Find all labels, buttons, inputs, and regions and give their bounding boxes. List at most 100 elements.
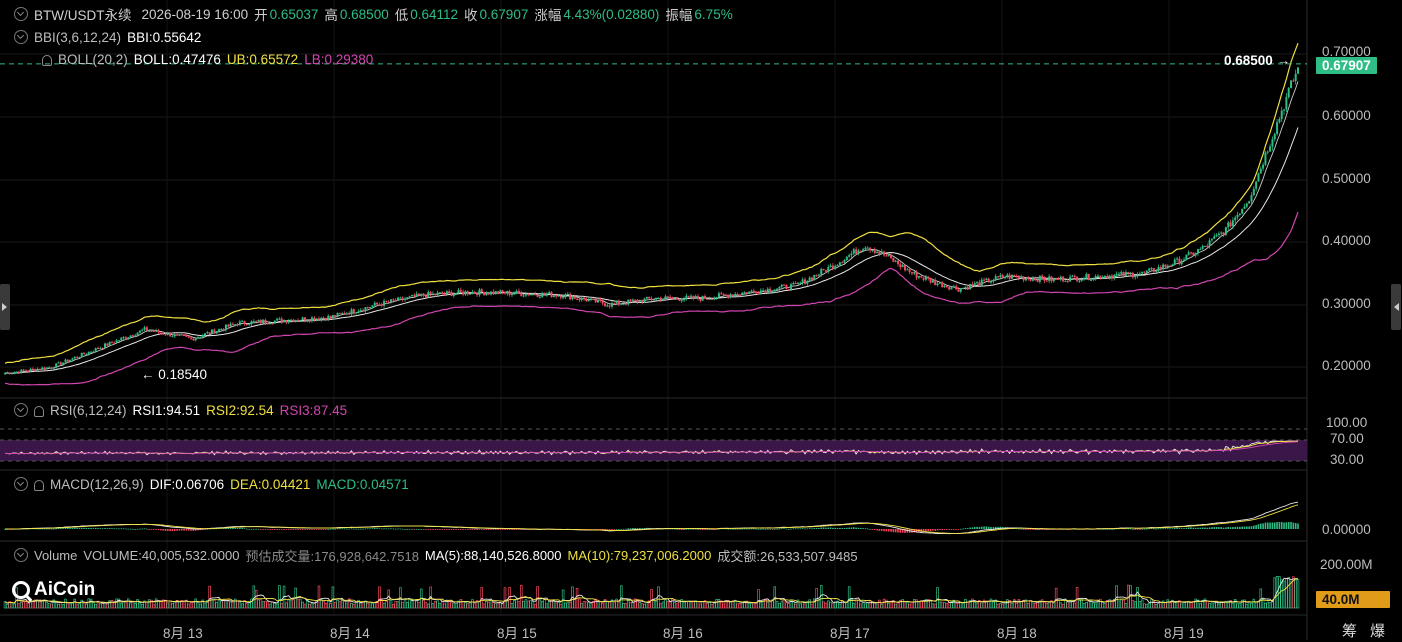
candle-body — [464, 291, 467, 295]
candle-body — [931, 280, 934, 283]
candle-body — [659, 297, 662, 301]
macd-histogram-bar — [1257, 524, 1260, 529]
collapse-icon[interactable] — [14, 403, 28, 417]
macd-histogram-bar — [1176, 527, 1178, 529]
macd-histogram-bar — [1157, 528, 1160, 530]
bbi-name[interactable]: BBI(3,6,12,24) — [34, 29, 122, 45]
volume-bar — [843, 602, 846, 609]
candle-body — [20, 369, 23, 373]
macd-histogram-bar — [462, 529, 464, 530]
volume-bar — [17, 603, 21, 609]
candle-body — [876, 252, 879, 254]
volume-bar — [643, 603, 646, 609]
bell-icon[interactable] — [42, 54, 52, 66]
macd-histogram-bar — [771, 529, 774, 530]
macd-histogram-bar — [422, 529, 425, 530]
volume-bar — [375, 601, 379, 609]
volume-bar — [924, 599, 928, 609]
macd-histogram-bar — [711, 529, 713, 530]
candle-body — [203, 333, 206, 336]
candle-body — [783, 284, 786, 286]
candle-body — [180, 334, 183, 336]
volume-bar — [668, 601, 672, 609]
volume-bar — [973, 602, 976, 609]
candle-body — [252, 321, 255, 323]
high-marker-value: 0.68500 — [1224, 53, 1273, 68]
candle-body — [841, 262, 844, 264]
volume-bar — [1078, 599, 1081, 609]
volume-bar — [875, 603, 879, 609]
macd-histogram-bar — [1201, 527, 1204, 529]
candle-body — [264, 319, 267, 324]
candle-body — [41, 367, 44, 370]
macd-histogram-bar — [427, 529, 430, 530]
candle-body — [215, 330, 218, 334]
volume-bar — [617, 601, 621, 609]
candle-body — [615, 300, 618, 304]
candle-body — [576, 298, 579, 300]
volume-name[interactable]: Volume — [34, 547, 78, 563]
macd-histogram-bar — [160, 529, 162, 531]
candle-body — [145, 327, 148, 331]
macd-histogram-bar — [1194, 527, 1197, 529]
macd-histogram-bar — [1027, 529, 1030, 530]
volume-bar — [564, 602, 567, 609]
volume-bar — [478, 601, 481, 609]
macd-histogram-bar — [1225, 527, 1227, 529]
boll-lower-line — [4, 211, 1299, 386]
macd-histogram-bar — [315, 529, 318, 530]
candle-body — [1234, 217, 1237, 221]
volume-bar — [966, 601, 970, 609]
scroll-left-arrow[interactable] — [0, 284, 10, 330]
candle-body — [141, 329, 144, 331]
volume-bar — [1296, 579, 1300, 609]
macd-histogram-bar — [460, 529, 462, 530]
boll-name[interactable]: BOLL(20,2) — [58, 51, 128, 67]
volume-bar — [582, 600, 586, 609]
collapse-icon[interactable] — [14, 477, 28, 491]
candle-body — [422, 293, 425, 296]
candle-body — [308, 320, 311, 322]
macd-histogram-bar — [292, 529, 295, 530]
volume-bar — [24, 601, 28, 609]
candle-body — [1024, 278, 1027, 281]
candle-body — [50, 367, 53, 369]
macd-histogram-bar — [1239, 526, 1241, 529]
scroll-right-arrow[interactable] — [1391, 284, 1401, 330]
chips-button[interactable]: 筹 — [1342, 623, 1358, 640]
candle-body — [213, 329, 216, 334]
bell-icon[interactable] — [34, 479, 44, 491]
macd-histogram-bar — [187, 529, 190, 531]
candle-body — [27, 370, 30, 372]
volume-bar — [245, 603, 249, 609]
volume-bar — [594, 598, 597, 609]
collapse-icon[interactable] — [14, 548, 28, 562]
volume-bar — [275, 603, 279, 609]
collapse-icon[interactable] — [14, 7, 28, 21]
candle-body — [124, 337, 127, 339]
macd-histogram-bar — [962, 528, 964, 530]
macd-name[interactable]: MACD(12,26,9) — [50, 476, 144, 492]
candle-body — [508, 291, 511, 295]
rsi-name[interactable]: RSI(6,12,24) — [50, 402, 127, 418]
macd-histogram-bar — [1190, 527, 1192, 529]
macd-histogram-bar — [1232, 527, 1234, 529]
liquidation-button[interactable]: 爆 — [1370, 623, 1386, 640]
volume-bar — [996, 603, 1000, 609]
candle-body — [257, 319, 260, 322]
candle-body — [1131, 272, 1134, 278]
candle-body — [1148, 268, 1151, 271]
candle-body — [1183, 259, 1186, 261]
volume-bar — [768, 601, 772, 609]
candle-body — [648, 296, 651, 299]
collapse-icon[interactable] — [14, 30, 28, 44]
macd-histogram-bar — [413, 529, 416, 530]
volume-bar — [396, 601, 400, 609]
bell-icon[interactable] — [34, 405, 44, 417]
candle-body — [1022, 276, 1025, 281]
symbol-label[interactable]: BTW/USDT永续 — [34, 8, 132, 23]
candle-body — [848, 255, 851, 257]
macd-histogram-bar — [404, 528, 406, 530]
volume-bar — [568, 601, 572, 609]
